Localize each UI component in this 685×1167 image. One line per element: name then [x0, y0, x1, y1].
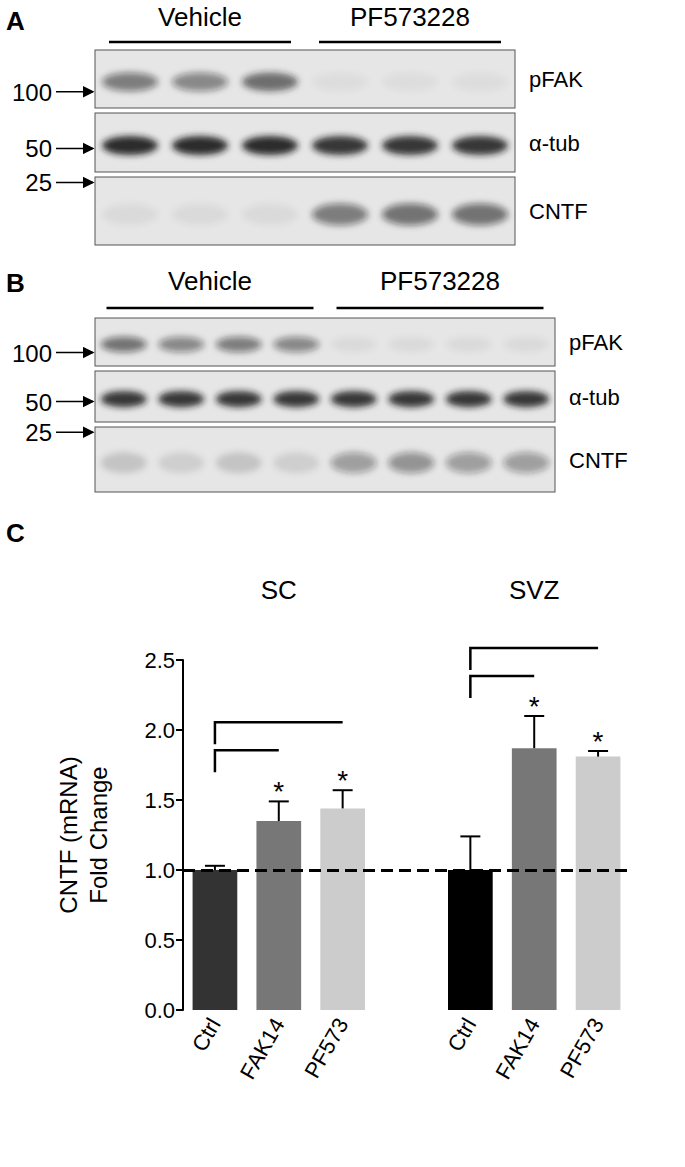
- svg-text:Ctrl: Ctrl: [442, 1014, 481, 1056]
- svg-text:1.0: 1.0: [144, 858, 175, 883]
- svg-text:25: 25: [25, 419, 52, 446]
- svg-text:pFAK: pFAK: [569, 330, 623, 355]
- svg-text:C: C: [6, 518, 25, 548]
- svg-text:100: 100: [12, 79, 52, 106]
- svg-text:25: 25: [25, 169, 52, 196]
- svg-text:CNTF (mRNA): CNTF (mRNA): [55, 756, 82, 913]
- svg-text:CNTF: CNTF: [569, 448, 628, 473]
- svg-text:Fold Change: Fold Change: [85, 766, 112, 903]
- svg-text:1.5: 1.5: [144, 788, 175, 813]
- svg-text:α-tub: α-tub: [569, 385, 620, 410]
- svg-text:FAK14: FAK14: [490, 1014, 545, 1084]
- svg-text:2.5: 2.5: [144, 648, 175, 673]
- svg-text:PF573228: PF573228: [350, 2, 470, 32]
- svg-text:SC: SC: [261, 575, 297, 605]
- svg-text:FAK14: FAK14: [235, 1014, 290, 1084]
- svg-text:CNTF: CNTF: [529, 199, 588, 224]
- svg-text:100: 100: [12, 340, 52, 367]
- svg-text:A: A: [6, 6, 25, 36]
- svg-text:Vehicle: Vehicle: [158, 2, 242, 32]
- svg-text:PF573: PF573: [299, 1014, 353, 1083]
- svg-text:Ctrl: Ctrl: [187, 1014, 226, 1056]
- svg-text:0.0: 0.0: [144, 998, 175, 1023]
- svg-text:Vehicle: Vehicle: [168, 266, 252, 296]
- svg-text:2.0: 2.0: [144, 718, 175, 743]
- svg-text:pFAK: pFAK: [529, 67, 583, 92]
- svg-text:50: 50: [25, 135, 52, 162]
- svg-text:PF573: PF573: [555, 1014, 609, 1083]
- svg-text:0.5: 0.5: [144, 928, 175, 953]
- svg-text:PF573228: PF573228: [380, 266, 500, 296]
- svg-text:SVZ: SVZ: [509, 575, 560, 605]
- svg-text:50: 50: [25, 389, 52, 416]
- svg-text:B: B: [6, 268, 25, 298]
- svg-text:α-tub: α-tub: [529, 131, 580, 156]
